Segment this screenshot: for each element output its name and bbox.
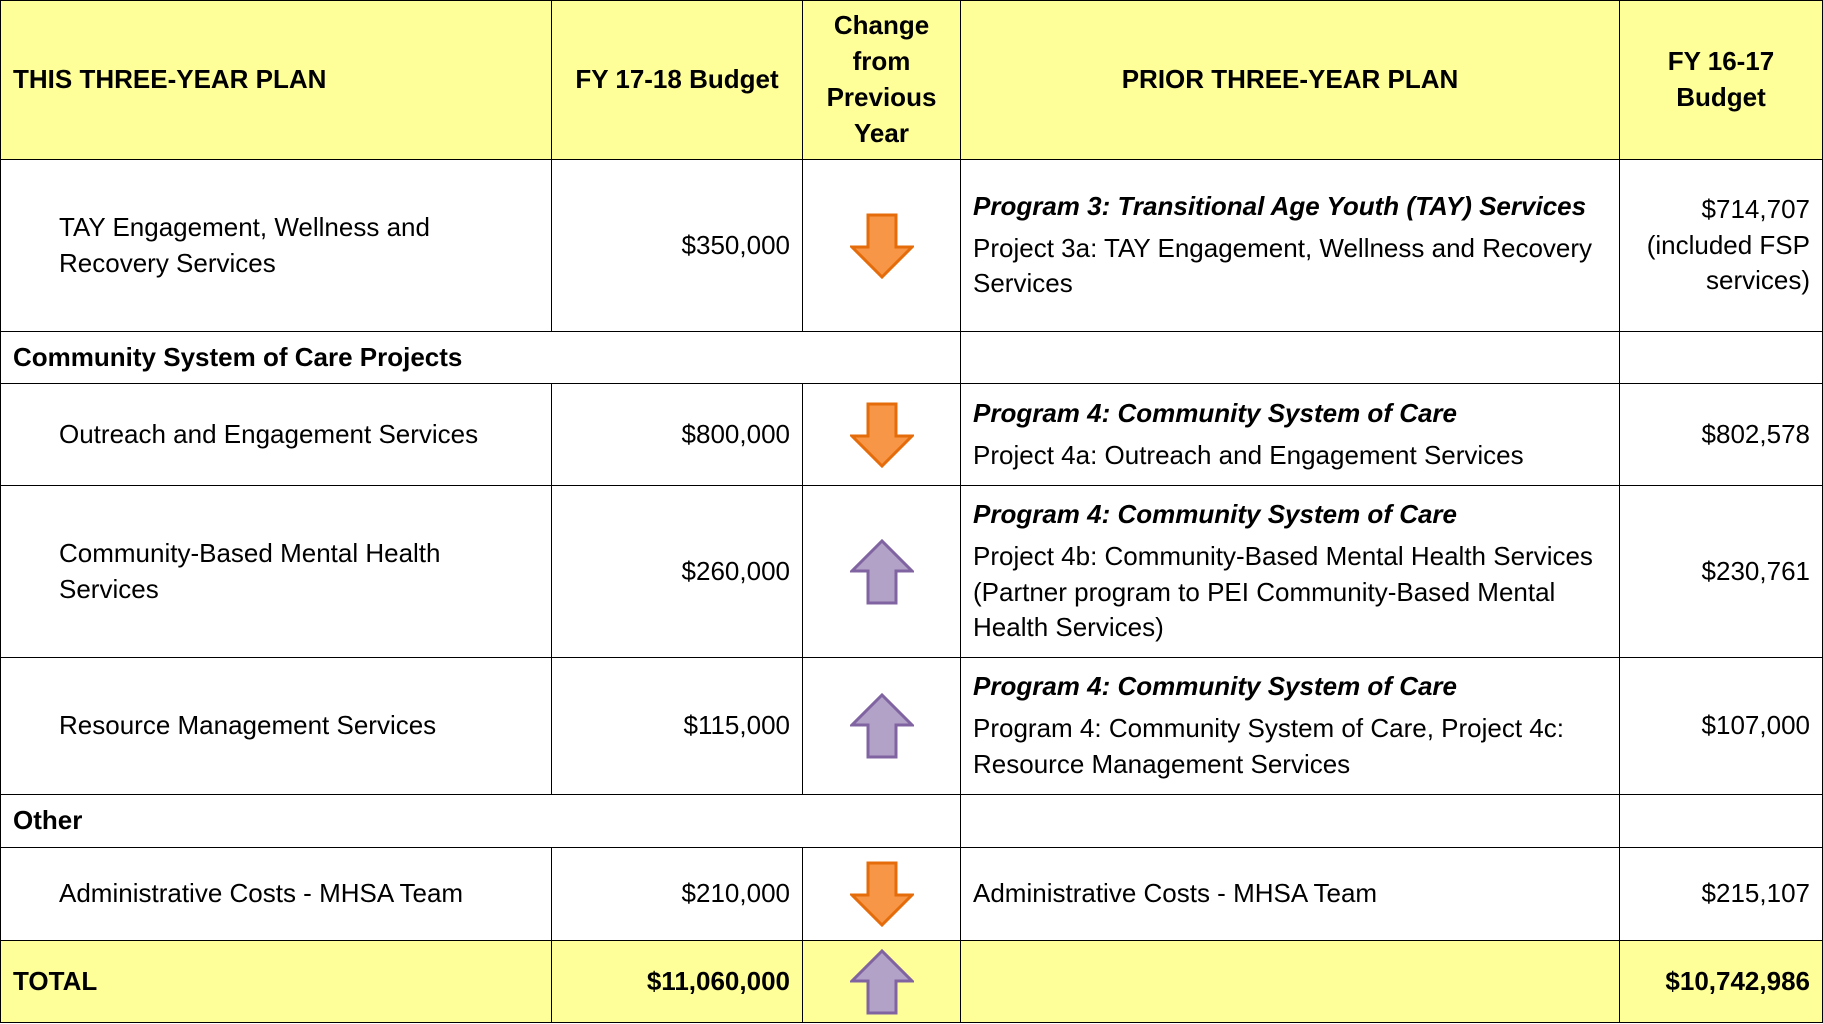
up-arrow — [849, 948, 914, 1014]
program: Program 4: Community System of Care — [973, 397, 1458, 428]
item-name: TAY Engagement, Wellness and Recovery Se… — [0, 159, 552, 332]
row: Community-Based Mental Health Services $… — [0, 485, 1823, 658]
prior-budget-cell: $714,707 (included FSP services) — [1619, 159, 1823, 332]
header-cell: Change from Previous Year — [802, 0, 961, 160]
item-name: Outreach and Engagement Services — [0, 383, 552, 486]
header-row: THIS THREE-YEAR PLAN FY 17-18 Budget Cha… — [0, 0, 1823, 160]
prior-cell: Program 4: Community System of Care Progr… — [960, 657, 1620, 795]
empty-cell — [960, 794, 1620, 848]
prior-budget: $215,107 — [1619, 847, 1823, 941]
prior-budget: $107,000 — [1619, 657, 1823, 795]
down-arrow — [849, 213, 914, 279]
project: Project 4a: Outreach and Engagement Serv… — [973, 439, 1524, 470]
row: Administrative Costs - MHSA Team $210,00… — [0, 847, 1823, 941]
item-name: Resource Management Services — [0, 657, 552, 795]
section-row: Community System of Care Projects — [0, 331, 1823, 384]
budget: $115,000 — [551, 657, 803, 795]
empty-cell — [1619, 331, 1823, 384]
program: Program 3: Transitional Age Youth (TAY) … — [973, 190, 1587, 221]
down-arrow — [849, 861, 914, 927]
empty-cell — [960, 940, 1620, 1023]
header-cell: FY 16-17 Budget — [1619, 0, 1823, 160]
up-arrow — [849, 538, 914, 604]
arrow-cell — [802, 657, 961, 795]
up-arrow — [849, 693, 914, 759]
program: Program 4: Community System of Care — [973, 498, 1458, 529]
arrow-cell — [802, 383, 961, 486]
row: Outreach and Engagement Services $800,00… — [0, 383, 1823, 486]
budget: $210,000 — [551, 847, 803, 941]
row: TAY Engagement, Wellness and Recovery Se… — [0, 159, 1823, 332]
budget: $800,000 — [551, 383, 803, 486]
header-cell: THIS THREE-YEAR PLAN — [0, 0, 552, 160]
down-arrow — [849, 402, 914, 468]
total-budget: $11,060,000 — [551, 940, 803, 1023]
arrow-cell — [802, 847, 961, 941]
program: Program 4: Community System of Care — [973, 671, 1458, 702]
budget: $260,000 — [551, 485, 803, 658]
arrow-cell — [802, 485, 961, 658]
arrow-cell — [802, 159, 961, 332]
header-cell: FY 17-18 Budget — [551, 0, 803, 160]
prior-budget: $802,578 — [1619, 383, 1823, 486]
section-title: Community System of Care Projects — [0, 331, 961, 384]
budget: $350,000 — [551, 159, 803, 332]
arrow-cell — [802, 940, 961, 1023]
item-name: Community-Based Mental Health Services — [0, 485, 552, 658]
item-name: Administrative Costs - MHSA Team — [0, 847, 552, 941]
total-row: TOTAL $11,060,000 $10,742,986 — [0, 940, 1823, 1023]
section-row: Other — [0, 794, 1823, 848]
project: Project 3a: TAY Engagement, Wellness and… — [973, 232, 1593, 299]
total-label: TOTAL — [0, 940, 552, 1023]
row: Resource Management Services $115,000 Pr… — [0, 657, 1823, 795]
project: Administrative Costs - MHSA Team — [960, 847, 1620, 941]
project: Program 4: Community System of Care, Pro… — [973, 713, 1564, 779]
empty-cell — [1619, 794, 1823, 848]
prior-cell: Program 3: Transitional Age Youth (TAY) … — [960, 159, 1620, 332]
prior-budget: $230,761 — [1619, 485, 1823, 658]
prior-note: (included FSP services) — [1646, 229, 1810, 296]
total-prior-budget: $10,742,986 — [1619, 940, 1823, 1023]
section-title: Other — [0, 794, 961, 848]
header-cell: PRIOR THREE-YEAR PLAN — [960, 0, 1620, 160]
prior-budget: $714,707 — [1701, 193, 1810, 224]
prior-cell: Program 4: Community System of Care Proje… — [960, 383, 1620, 486]
project: Project 4b: Community-Based Mental Healt… — [973, 540, 1593, 643]
empty-cell — [960, 331, 1620, 384]
prior-cell: Program 4: Community System of Care Proje… — [960, 485, 1620, 658]
